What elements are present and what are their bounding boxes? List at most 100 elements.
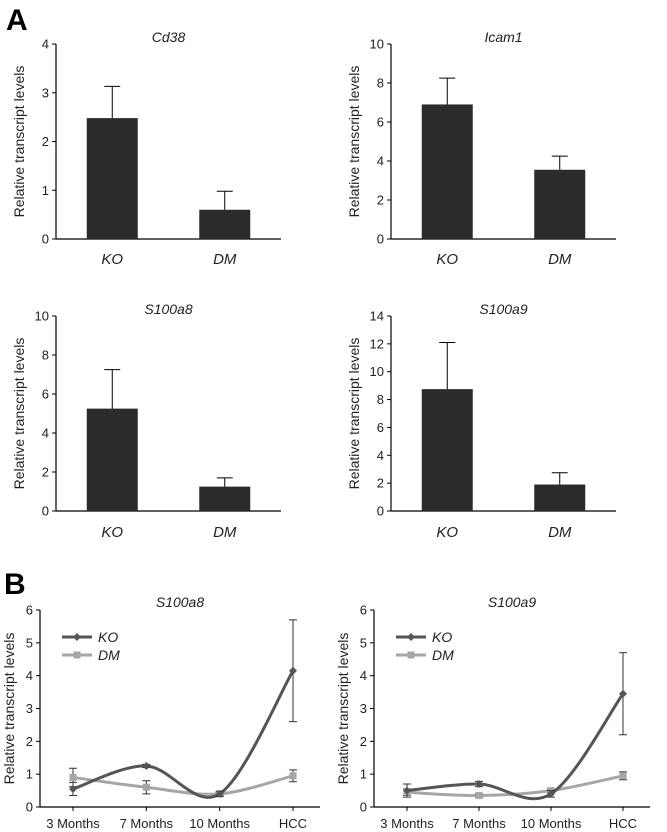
x-tick-label: KO	[436, 524, 458, 541]
data-point-ko	[403, 786, 411, 795]
y-tick-label: 2	[377, 476, 384, 491]
y-tick-label: 12	[370, 336, 384, 351]
x-tick-label: KO	[436, 251, 458, 268]
chart-title: Icam1	[484, 29, 522, 45]
data-point-dm	[289, 772, 297, 780]
data-point-ko	[475, 780, 483, 789]
y-tick-label: 8	[377, 392, 384, 407]
y-tick-label: 4	[42, 37, 49, 52]
chart-title: S100a9	[488, 594, 536, 610]
y-tick-label: 0	[377, 232, 384, 247]
x-tick-label: HCC	[609, 816, 637, 831]
legend-marker-ko	[407, 633, 415, 641]
chart-5: 0 1 2 3 4 5 6 S100a8 Relative transcript levels 3…	[1, 594, 320, 831]
y-tick-label: 1	[360, 767, 367, 782]
data-point-ko	[547, 789, 555, 798]
y-tick-label: 6	[377, 115, 384, 130]
y-tick-label: 10	[370, 364, 384, 379]
chart-title: Cd38	[152, 29, 186, 45]
x-tick-label: 7 Months	[120, 816, 174, 831]
bar	[534, 169, 586, 239]
y-tick-label: 4	[377, 154, 384, 169]
y-axis-label: Relative transcript levels	[346, 338, 362, 490]
y-tick-label: 6	[26, 603, 33, 618]
x-tick-label: 3 Months	[380, 816, 434, 831]
x-tick-label: 10 Months	[189, 816, 250, 831]
y-axis-label: Relative transcript levels	[11, 66, 27, 218]
panel-letter-b: B	[4, 568, 26, 601]
chart-title: S100a8	[156, 594, 204, 610]
chart-2: 0 2 4 6 8 10 Icam1 Relative transcript levels KO…	[346, 29, 616, 268]
data-point-ko	[142, 761, 151, 770]
y-tick-label: 2	[377, 193, 384, 208]
bar	[199, 209, 251, 239]
legend-marker-dm	[73, 651, 81, 659]
bar	[199, 486, 251, 511]
y-tick-label: 0	[26, 800, 33, 815]
y-tick-label: 4	[26, 668, 33, 683]
x-tick-label: DM	[213, 251, 237, 268]
y-tick-label: 8	[42, 348, 49, 363]
y-tick-label: 4	[360, 668, 367, 683]
legend-label-dm: DM	[98, 647, 120, 663]
chart-6: 0 1 2 3 4 5 6 S100a9 Relative transcript levels 3…	[335, 594, 650, 831]
data-point-dm	[69, 773, 77, 781]
data-point-ko	[215, 789, 224, 798]
data-point-dm	[142, 783, 150, 791]
data-point-ko	[69, 784, 77, 793]
x-tick-label: DM	[548, 251, 572, 268]
x-tick-label: DM	[548, 524, 572, 541]
y-tick-label: 0	[360, 800, 367, 815]
y-tick-label: 4	[42, 426, 49, 441]
series-line-dm	[72, 774, 294, 796]
y-axis-label: Relative transcript levels	[1, 633, 17, 785]
bar	[86, 408, 138, 511]
y-tick-label: 6	[42, 387, 49, 402]
x-tick-label: HCC	[279, 816, 307, 831]
x-tick-label: KO	[101, 524, 123, 541]
y-tick-label: 0	[377, 504, 384, 519]
x-tick-label: DM	[213, 524, 237, 541]
y-tick-label: 0	[42, 504, 49, 519]
series-line-ko	[72, 669, 295, 799]
y-tick-label: 8	[377, 76, 384, 91]
x-tick-label: 3 Months	[46, 816, 100, 831]
y-tick-label: 6	[377, 420, 384, 435]
data-point-dm	[475, 792, 483, 800]
x-tick-label: KO	[101, 251, 123, 268]
y-tick-label: 14	[370, 309, 384, 324]
y-tick-label: 4	[377, 448, 384, 463]
y-axis-label: Relative transcript levels	[11, 338, 27, 490]
legend-marker-dm	[407, 651, 415, 659]
bar	[534, 484, 586, 511]
y-axis-label: Relative transcript levels	[346, 66, 362, 218]
data-point-ko	[619, 689, 627, 698]
y-tick-label: 1	[26, 767, 33, 782]
y-tick-label: 2	[26, 734, 33, 749]
chart-4: 0 2 4 6 8 10 12 14 S100a9 Relative transcript lev…	[346, 301, 616, 541]
y-tick-label: 2	[42, 134, 49, 149]
y-tick-label: 5	[360, 635, 367, 650]
data-point-dm	[619, 772, 627, 780]
y-tick-label: 3	[26, 701, 33, 716]
y-tick-label: 6	[360, 603, 367, 618]
y-tick-label: 3	[360, 701, 367, 716]
y-tick-label: 5	[26, 635, 33, 650]
legend-label-ko: KO	[98, 629, 118, 645]
bar	[86, 118, 138, 239]
x-tick-label: 7 Months	[452, 816, 506, 831]
series-line-ko	[406, 692, 625, 801]
chart-title: S100a9	[479, 301, 527, 317]
y-tick-label: 0	[42, 232, 49, 247]
y-tick-label: 10	[370, 37, 384, 52]
chart-title: S100a8	[144, 301, 192, 317]
y-tick-label: 10	[35, 309, 49, 324]
bar	[421, 389, 473, 511]
bar	[421, 104, 473, 239]
chart-1: 0 1 2 3 4 Cd38 Relative transcript levels KO DM	[11, 29, 281, 268]
y-tick-label: 2	[360, 734, 367, 749]
panel-letter-a: A	[6, 4, 28, 37]
legend-marker-ko	[73, 633, 81, 641]
